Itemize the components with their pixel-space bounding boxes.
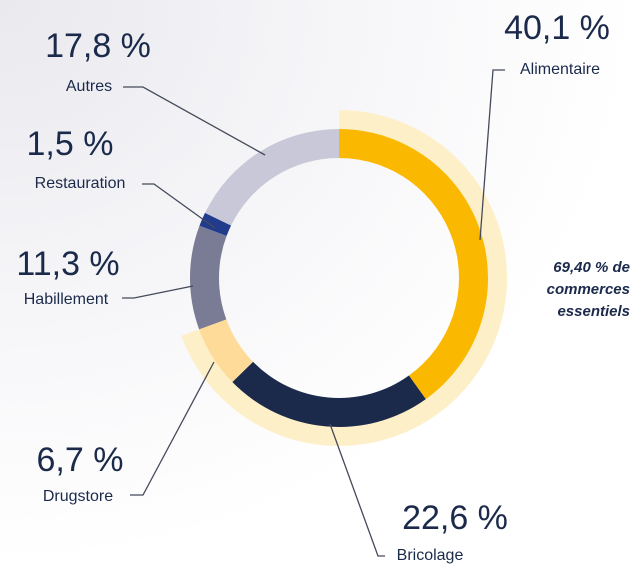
donut-segment xyxy=(199,212,232,236)
donut-segment xyxy=(190,225,227,330)
category-label: Alimentaire xyxy=(520,61,600,78)
leader-line xyxy=(122,285,194,299)
donut-segment xyxy=(204,129,339,226)
value-label: 40,1 % xyxy=(504,9,610,47)
annotation: commerces xyxy=(547,281,630,298)
category-label: Autres xyxy=(66,78,112,95)
leader-line xyxy=(123,86,266,156)
leader-line xyxy=(329,423,385,557)
leader-line xyxy=(142,183,216,229)
donut-segment xyxy=(232,361,426,427)
value-label: 1,5 % xyxy=(27,125,114,163)
value-label: 17,8 % xyxy=(45,27,151,65)
leader-line xyxy=(130,361,215,496)
annotation: essentiels xyxy=(557,303,630,320)
value-label: 22,6 % xyxy=(402,499,508,537)
donut-segment xyxy=(199,319,254,383)
category-label: Habillement xyxy=(24,291,109,308)
category-label: Drugstore xyxy=(43,488,113,505)
annotation: 69,40 % de xyxy=(553,259,630,276)
value-label: 11,3 % xyxy=(16,245,119,283)
category-label: Bricolage xyxy=(397,547,464,564)
donut-segment xyxy=(339,129,489,400)
leader-line xyxy=(479,69,505,241)
category-label: Restauration xyxy=(35,175,126,192)
value-label: 6,7 % xyxy=(37,441,124,479)
